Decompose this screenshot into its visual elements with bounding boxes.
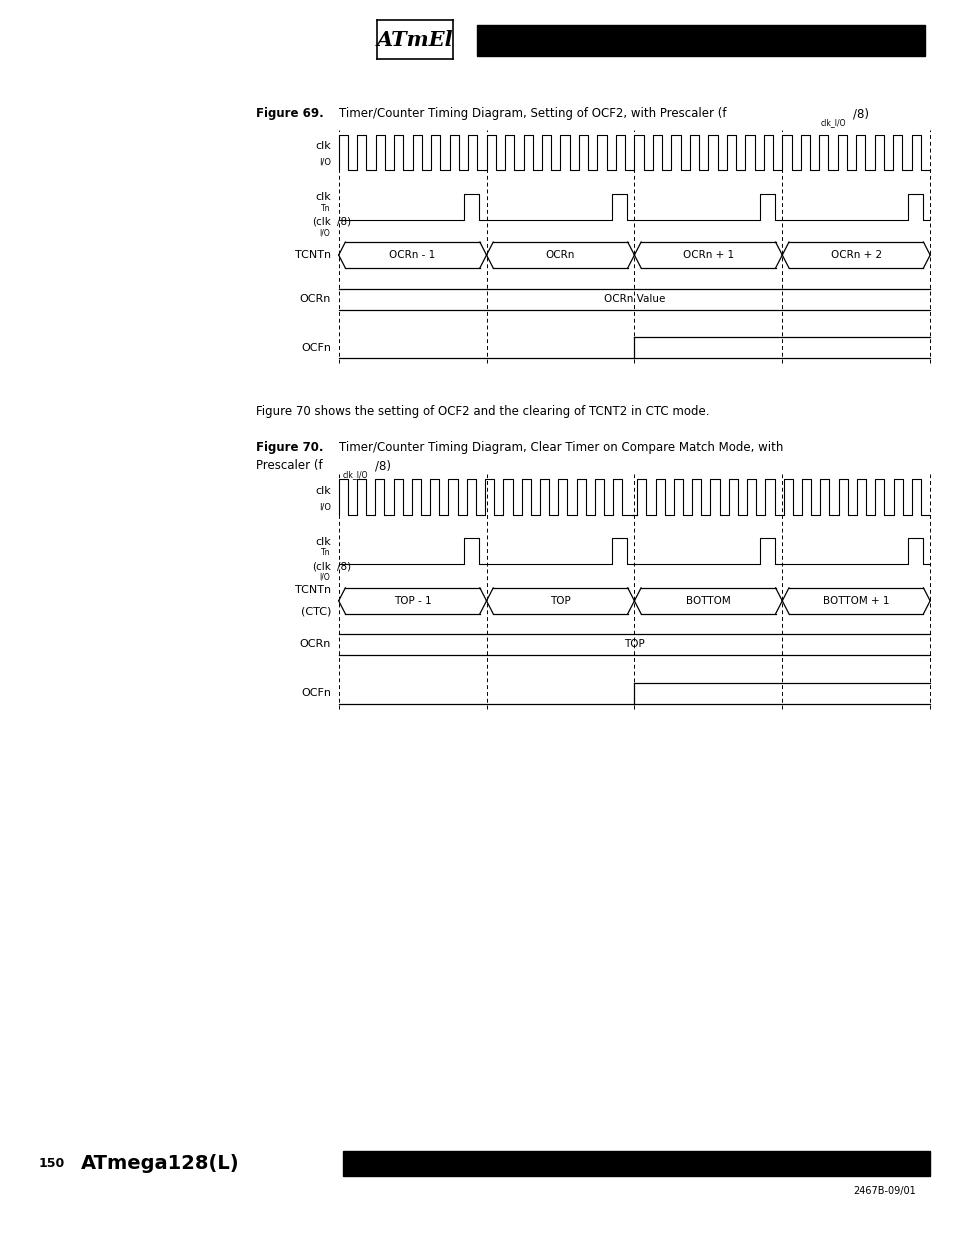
Text: clk_I/O: clk_I/O: [342, 469, 368, 479]
Text: Figure 70 shows the setting of OCF2 and the clearing of TCNT2 in CTC mode.: Figure 70 shows the setting of OCF2 and …: [255, 405, 708, 417]
Text: BOTTOM + 1: BOTTOM + 1: [822, 595, 888, 606]
Text: OCRn - 1: OCRn - 1: [389, 249, 436, 261]
Text: Tn: Tn: [320, 204, 330, 212]
Text: ATmEl: ATmEl: [376, 30, 453, 51]
Text: clk_I/O: clk_I/O: [820, 117, 845, 127]
Text: OCFn: OCFn: [301, 688, 331, 699]
Text: OCRn Value: OCRn Value: [603, 294, 664, 305]
Text: (clk: (clk: [312, 216, 331, 227]
Text: clk: clk: [314, 141, 331, 152]
Text: /8): /8): [336, 561, 351, 572]
Text: (clk: (clk: [312, 561, 331, 572]
Text: I/O: I/O: [318, 503, 331, 511]
Text: TCNTn: TCNTn: [294, 249, 331, 261]
Text: BOTTOM: BOTTOM: [685, 595, 730, 606]
Text: OCRn: OCRn: [299, 638, 331, 650]
Text: Timer/Counter Timing Diagram, Setting of OCF2, with Prescaler (f: Timer/Counter Timing Diagram, Setting of…: [338, 107, 725, 120]
Text: OCRn + 2: OCRn + 2: [830, 249, 881, 261]
Text: clk: clk: [314, 191, 331, 203]
Text: Tn: Tn: [320, 548, 330, 557]
Text: TOP: TOP: [550, 595, 570, 606]
Text: 2467B-09/01: 2467B-09/01: [852, 1186, 915, 1195]
Text: /8): /8): [375, 459, 391, 472]
Text: TOP - 1: TOP - 1: [394, 595, 431, 606]
Text: clk: clk: [314, 485, 331, 496]
Text: I/O: I/O: [319, 573, 330, 582]
Text: Figure 69.: Figure 69.: [255, 107, 323, 120]
Text: OCRn + 1: OCRn + 1: [682, 249, 733, 261]
Text: TCNTn: TCNTn: [294, 584, 331, 595]
Text: Figure 70.: Figure 70.: [255, 441, 323, 453]
Bar: [343, 1151, 929, 1176]
Text: I/O: I/O: [319, 228, 330, 237]
Text: 150: 150: [38, 1157, 65, 1170]
Text: ATmega128(L): ATmega128(L): [81, 1153, 239, 1173]
Text: I/O: I/O: [318, 158, 331, 167]
Bar: [476, 25, 924, 56]
Text: /8): /8): [852, 107, 868, 120]
Text: TOP: TOP: [623, 638, 644, 650]
Text: (CTC): (CTC): [300, 606, 331, 618]
Text: OCFn: OCFn: [301, 342, 331, 353]
Text: OCRn: OCRn: [545, 249, 575, 261]
Text: /8): /8): [336, 216, 351, 227]
Text: Prescaler (f: Prescaler (f: [255, 459, 322, 472]
Text: clk: clk: [314, 536, 331, 547]
Text: OCRn: OCRn: [299, 294, 331, 305]
Text: Timer/Counter Timing Diagram, Clear Timer on Compare Match Mode, with: Timer/Counter Timing Diagram, Clear Time…: [338, 441, 782, 453]
